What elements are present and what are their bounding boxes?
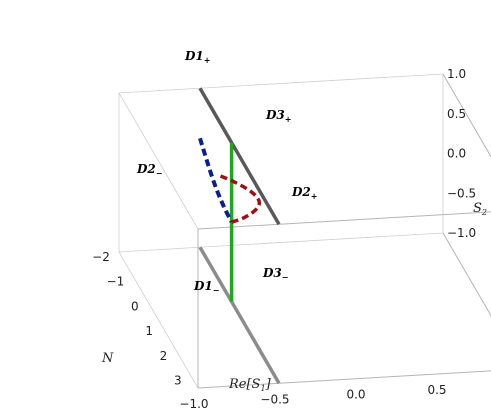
z-tick-label: −1.0 — [447, 226, 476, 240]
y-tick-label: 0 — [131, 299, 139, 313]
series-label-d3-minus: D3− — [262, 266, 288, 282]
z-tick-label: 0.0 — [447, 147, 466, 161]
bounding-box — [118, 73, 491, 389]
y-axis-label: N — [101, 351, 114, 366]
x-tick-label: −0.5 — [260, 392, 289, 406]
series-label-d2-plus: D2+ — [291, 185, 317, 201]
box-edge — [118, 73, 444, 94]
series-label-d1-minus: D1− — [193, 279, 219, 295]
y-tick-label: 2 — [160, 349, 168, 363]
label-layer: Re[S1] N S2 D1+ D1− D3+ D3− D2− D2+ — [101, 49, 487, 393]
y-tick-label: −1 — [107, 275, 125, 289]
series-d2-minus — [198, 137, 234, 224]
box-edge — [118, 92, 199, 230]
z-axis-label: S2 — [473, 201, 487, 217]
box-edge — [118, 251, 199, 389]
x-tick-label: 0.5 — [427, 383, 446, 397]
x-axis-label: Re[S1] — [228, 377, 272, 393]
series-label-d1-plus: D1+ — [184, 49, 210, 65]
box-edge — [442, 232, 491, 317]
series-d2-plus — [217, 173, 262, 224]
series-layer — [198, 87, 281, 385]
tick-layer: −1.0−0.50.00.51.0−2−10123−1.0−0.50.00.51… — [92, 67, 476, 411]
box-edge — [442, 73, 491, 158]
y-tick-label: 3 — [174, 374, 182, 388]
box-edge — [197, 370, 491, 389]
z-tick-label: 0.5 — [447, 107, 466, 121]
x-tick-label: −1.0 — [179, 397, 208, 411]
box-edge — [118, 232, 444, 253]
series-label-d3-plus: D3+ — [265, 108, 291, 124]
series-d1-minus — [198, 246, 281, 385]
z-tick-label: −0.5 — [447, 186, 476, 200]
x-tick-label: 0.0 — [346, 388, 365, 402]
series-label-d2-minus: D2− — [136, 162, 162, 178]
y-tick-label: −2 — [92, 250, 110, 264]
series-d1-plus — [198, 87, 281, 226]
box-edge — [197, 211, 491, 230]
y-tick-label: 1 — [145, 324, 153, 338]
z-tick-label: 1.0 — [447, 67, 466, 81]
